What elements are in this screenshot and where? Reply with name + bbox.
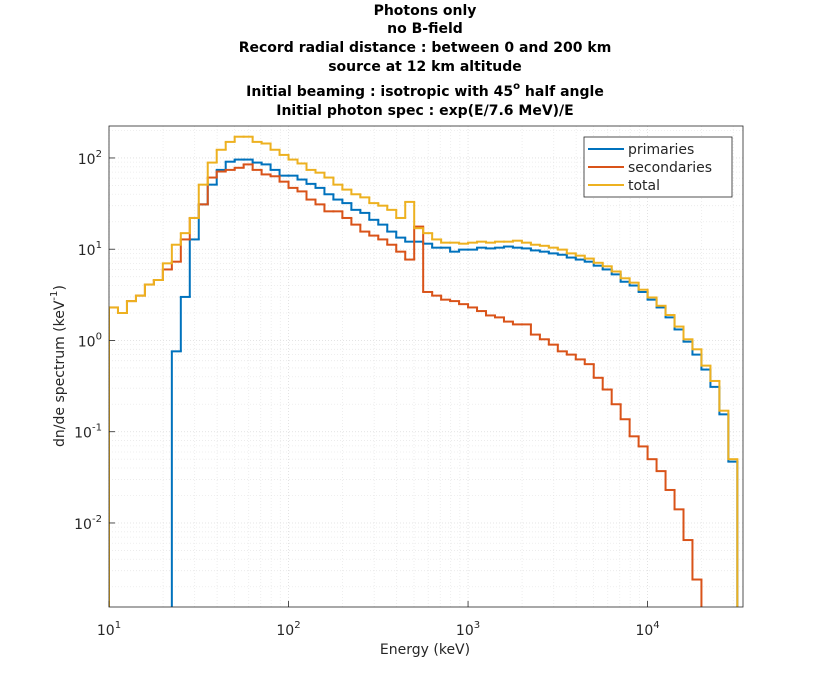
- y-tick-label: 101: [78, 240, 102, 259]
- legend-label: secondaries: [628, 160, 712, 176]
- ticks: 101 102 103 104 10-2 10-1 100 101 102: [74, 149, 660, 639]
- y-tick-label: 10-1: [74, 423, 102, 442]
- legend-label: total: [628, 178, 660, 194]
- plot-lines: [109, 135, 739, 607]
- x-axis-label: Energy (keV): [380, 642, 470, 658]
- y-tick-label: 102: [78, 149, 102, 168]
- chart-title: Photons only: [374, 3, 477, 19]
- x-tick-label: 103: [456, 620, 480, 639]
- y-axis-label: dn/de spectrum (keV-1): [49, 285, 68, 447]
- x-tick-label: 102: [276, 620, 300, 639]
- chart-title: no B-field: [387, 21, 463, 37]
- chart-title: Initial beaming : isotropic with 45o hal…: [246, 81, 604, 100]
- x-tick-label: 104: [635, 620, 659, 639]
- x-tick-label: 101: [97, 620, 121, 639]
- legend: primaries secondaries total: [583, 136, 733, 198]
- titles: Photons only no B-field Record radial dist…: [239, 3, 612, 119]
- y-tick-label: 10-2: [74, 514, 102, 533]
- chart-title: Initial photon spec : exp(E/7.6 MeV)/E: [276, 103, 573, 119]
- y-tick-label: 100: [78, 331, 102, 350]
- axes-box: [108, 125, 744, 608]
- legend-label: primaries: [628, 142, 694, 158]
- chart-title: source at 12 km altitude: [328, 59, 522, 75]
- chart-title: Record radial distance : between 0 and 2…: [239, 40, 612, 56]
